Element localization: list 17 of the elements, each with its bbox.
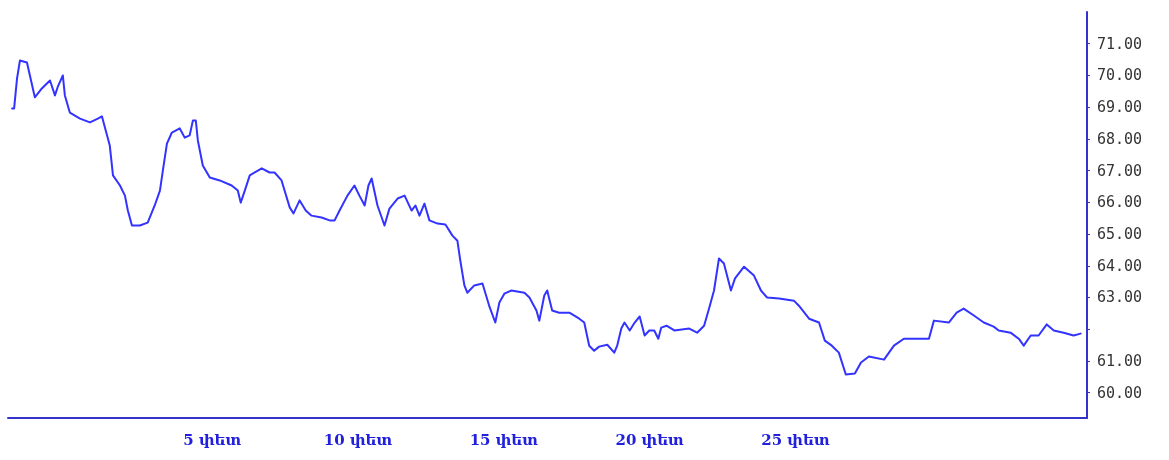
y-tick-label: 61.00 <box>1097 351 1143 370</box>
x-tick-label: 20 փետ <box>615 430 685 449</box>
y-tick-label: 67.00 <box>1097 161 1143 180</box>
x-tick-label: 25 փետ <box>761 430 830 449</box>
x-tick-label: 5 փետ <box>183 430 242 449</box>
x-tick-label: 10 փետ <box>323 430 393 449</box>
y-tick-label: 68.00 <box>1097 129 1143 148</box>
y-tick-label: 64.00 <box>1097 256 1143 275</box>
x-tick-label: 15 փետ <box>469 430 539 449</box>
y-tick-label: 70.00 <box>1097 66 1143 85</box>
y-tick-label: 69.00 <box>1097 98 1143 117</box>
y-tick-label: 60.00 <box>1097 383 1143 402</box>
y-tick-label: 63.00 <box>1097 288 1143 307</box>
y-tick-label: 66.00 <box>1097 193 1143 212</box>
line-series <box>11 59 1082 376</box>
y-tick-label: 65.00 <box>1097 225 1143 244</box>
y-tick-label: 71.00 <box>1097 34 1143 53</box>
